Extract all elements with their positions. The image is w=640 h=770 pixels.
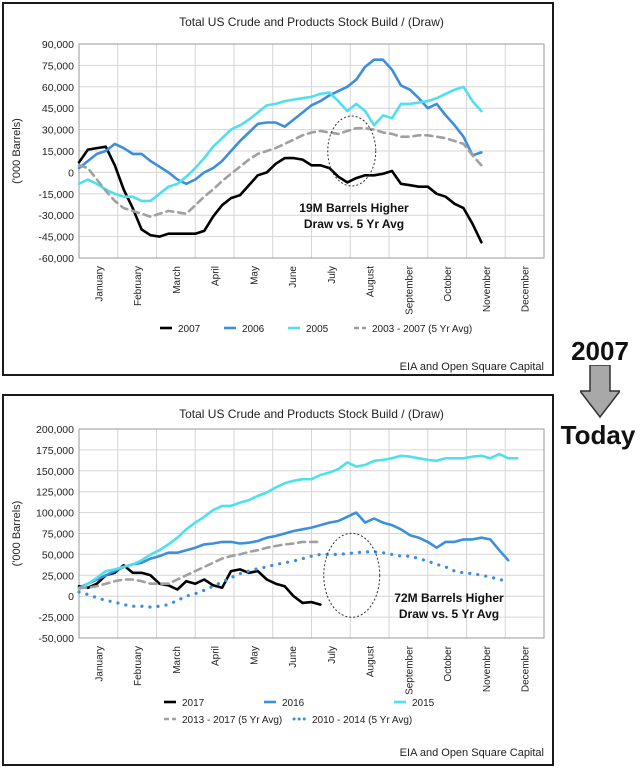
- legend-label: 2005: [306, 324, 329, 335]
- x-tick-label: October: [443, 265, 454, 301]
- y-tick-label: 150,000: [36, 466, 74, 478]
- x-tick-label: November: [482, 265, 493, 312]
- x-tick-label: November: [482, 645, 493, 692]
- y-tick-label: 75,000: [42, 60, 74, 72]
- x-tick-label: February: [133, 266, 144, 306]
- annotation-circle: [327, 115, 377, 187]
- y-tick-label: -60,000: [38, 253, 74, 265]
- source-text: EIA and Open Square Capital: [400, 747, 544, 759]
- y-tick-label: 50,000: [42, 549, 74, 561]
- legend-item: 2007: [160, 324, 201, 335]
- x-tick-label: October: [443, 645, 454, 681]
- legend-label: 2010 - 2014 (5 Yr Avg): [312, 715, 412, 726]
- annotation-line2: Draw vs. 5 Yr Avg: [399, 607, 499, 621]
- side-label-today: Today: [560, 420, 636, 450]
- y-axis-label: ('000 Barrels): [11, 118, 23, 184]
- x-tick-label: June: [288, 646, 299, 668]
- x-tick-label: April: [211, 266, 222, 286]
- y-axis-label: ('000 Barrels): [11, 501, 23, 567]
- chart-title: Total US Crude and Products Stock Build …: [179, 407, 444, 421]
- x-tick-label: May: [249, 646, 260, 665]
- legend-label: 2003 - 2007 (5 Yr Avg): [372, 324, 472, 335]
- legend-label: 2016: [282, 698, 305, 709]
- source-text: EIA and Open Square Capital: [400, 361, 544, 373]
- x-tick-label: April: [211, 646, 222, 666]
- x-tick-label: August: [366, 266, 377, 297]
- x-tick-label: July: [327, 266, 338, 284]
- annotation-line1: 72M Barrels Higher: [394, 591, 504, 605]
- annotation-line2: Draw vs. 5 Yr Avg: [304, 217, 404, 231]
- y-tick-label: 60,000: [42, 82, 74, 94]
- series-line-2007: [77, 145, 483, 244]
- x-tick-label: June: [288, 266, 299, 288]
- legend-label: 2015: [412, 698, 435, 709]
- series-line-2013-2017-5-yr-avg-: [77, 540, 322, 590]
- series-line-2003-2007-5-yr-avg-: [77, 126, 483, 218]
- y-tick-label: -15,000: [38, 189, 74, 201]
- side-label-2007: 2007: [571, 336, 629, 366]
- x-tick-label: May: [249, 266, 260, 285]
- legend-item: 2005: [288, 324, 329, 335]
- y-tick-label: 0: [68, 167, 74, 179]
- series-line-2006: [77, 58, 483, 186]
- legend-label: 2006: [242, 324, 265, 335]
- x-tick-label: September: [404, 265, 415, 315]
- y-tick-label: -50,000: [38, 633, 74, 645]
- plot-frame: [78, 428, 545, 639]
- y-tick-label: -25,000: [38, 612, 74, 624]
- annotation-circle: [323, 532, 381, 618]
- plot-frame: [78, 43, 545, 259]
- chart-panel-2007: Total US Crude and Products Stock Build …: [2, 2, 554, 376]
- legend-item: 2015: [394, 698, 435, 709]
- chart-title: Total US Crude and Products Stock Build …: [179, 15, 444, 29]
- y-tick-label: 15,000: [42, 146, 74, 158]
- y-tick-label: 200,000: [36, 424, 74, 436]
- x-tick-label: July: [327, 646, 338, 664]
- x-tick-label: September: [404, 645, 415, 695]
- y-tick-label: 175,000: [36, 445, 74, 457]
- chart-2007: Total US Crude and Products Stock Build …: [11, 15, 545, 373]
- legend-item: 2010 - 2014 (5 Yr Avg): [292, 715, 412, 726]
- legend-item: 2017: [164, 698, 205, 709]
- annotation-line1: 19M Barrels Higher: [299, 201, 409, 215]
- down-arrow-icon: [580, 365, 620, 419]
- y-tick-label: 45,000: [42, 103, 74, 115]
- x-tick-label: February: [133, 646, 144, 686]
- chart-today: Total US Crude and Products Stock Build …: [11, 407, 545, 759]
- legend-item: 2013 - 2017 (5 Yr Avg): [164, 715, 282, 726]
- y-tick-label: -30,000: [38, 210, 74, 222]
- legend-item: 2006: [224, 324, 265, 335]
- x-tick-label: January: [94, 646, 105, 682]
- x-tick-label: January: [94, 266, 105, 302]
- legend-label: 2017: [182, 698, 205, 709]
- x-tick-label: December: [521, 265, 532, 312]
- x-tick-label: March: [172, 646, 183, 674]
- y-tick-label: 100,000: [36, 508, 74, 520]
- y-tick-label: 125,000: [36, 487, 74, 499]
- series-line-2016: [77, 511, 510, 590]
- x-tick-label: December: [521, 645, 532, 692]
- y-tick-label: 25,000: [42, 570, 74, 582]
- y-tick-label: 90,000: [42, 39, 74, 51]
- legend-item: 2003 - 2007 (5 Yr Avg): [354, 324, 472, 335]
- legend-label: 2013 - 2017 (5 Yr Avg): [182, 715, 282, 726]
- x-tick-label: March: [172, 266, 183, 294]
- series-line-2010-2014-5-yr-avg-: [77, 550, 510, 609]
- chart-panel-today: Total US Crude and Products Stock Build …: [2, 394, 554, 766]
- legend-label: 2007: [178, 324, 201, 335]
- x-tick-label: August: [366, 646, 377, 677]
- series-line-2005: [77, 85, 483, 203]
- y-tick-label: -45,000: [38, 232, 74, 244]
- y-tick-label: 30,000: [42, 125, 74, 137]
- y-tick-label: 0: [68, 591, 74, 603]
- y-tick-label: 75,000: [42, 529, 74, 541]
- legend-item: 2016: [264, 698, 305, 709]
- series-line-2015: [77, 452, 519, 591]
